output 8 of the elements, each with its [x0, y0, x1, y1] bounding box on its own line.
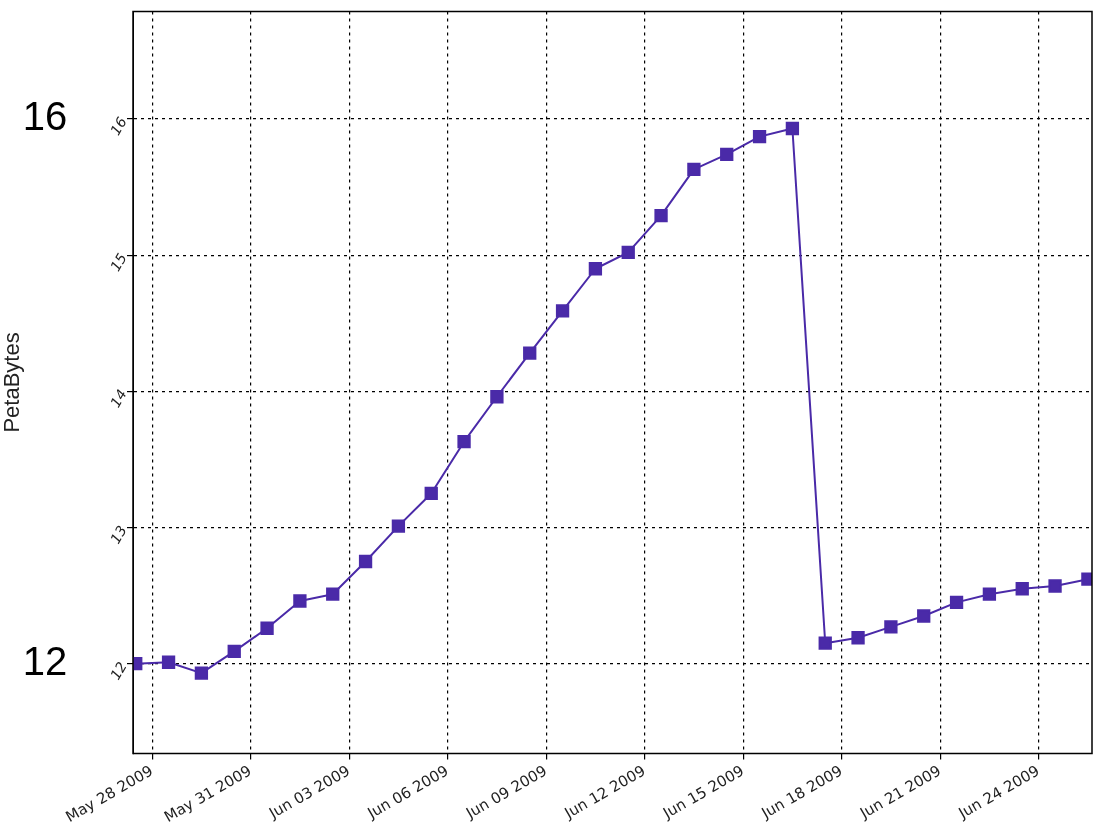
y-tick-label: 14	[107, 386, 130, 411]
y-tick-label: 16	[107, 114, 130, 138]
y-tick-label: 12	[107, 658, 130, 683]
text: 16	[22, 94, 68, 138]
y-tick-label: 13	[107, 522, 130, 547]
y-axis-title: PetaBytes	[0, 332, 25, 433]
text: 12	[22, 638, 68, 683]
y-tick-label: 15	[107, 250, 130, 274]
